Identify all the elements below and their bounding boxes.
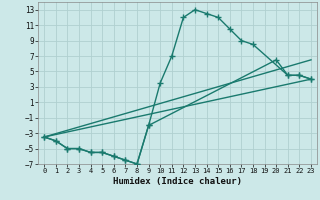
X-axis label: Humidex (Indice chaleur): Humidex (Indice chaleur) xyxy=(113,177,242,186)
